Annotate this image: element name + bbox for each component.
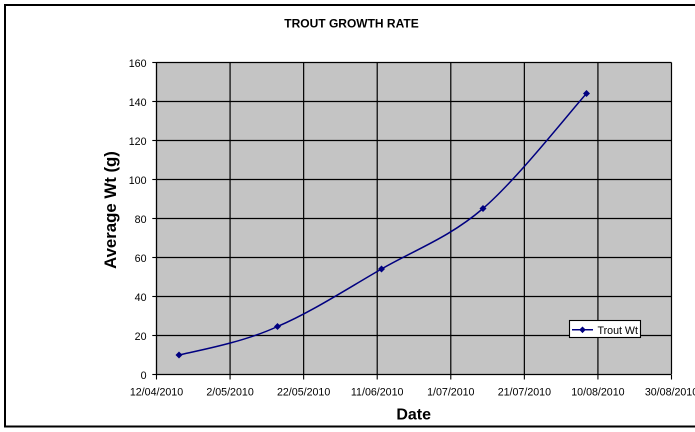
svg-text:40: 40 (135, 292, 147, 304)
svg-text:80: 80 (135, 214, 147, 226)
svg-text:10/08/2010: 10/08/2010 (571, 387, 624, 399)
svg-text:60: 60 (135, 253, 147, 265)
svg-text:1/07/2010: 1/07/2010 (427, 387, 474, 399)
svg-text:12/04/2010: 12/04/2010 (130, 387, 183, 399)
svg-text:Date: Date (396, 407, 431, 424)
svg-text:120: 120 (129, 136, 147, 148)
svg-text:TROUT GROWTH RATE: TROUT GROWTH RATE (284, 16, 418, 30)
svg-text:160: 160 (129, 58, 147, 70)
svg-text:30/08/2010: 30/08/2010 (645, 387, 695, 399)
svg-text:20: 20 (135, 331, 147, 343)
svg-text:2/05/2010: 2/05/2010 (206, 387, 253, 399)
svg-text:22/05/2010: 22/05/2010 (277, 387, 330, 399)
svg-text:Trout Wt: Trout Wt (598, 325, 638, 337)
svg-text:Average Wt (g): Average Wt (g) (101, 151, 120, 269)
svg-text:0: 0 (141, 370, 147, 382)
svg-text:140: 140 (129, 97, 147, 109)
svg-text:11/06/2010: 11/06/2010 (351, 387, 404, 399)
svg-text:21/07/2010: 21/07/2010 (498, 387, 551, 399)
svg-text:100: 100 (129, 175, 147, 187)
